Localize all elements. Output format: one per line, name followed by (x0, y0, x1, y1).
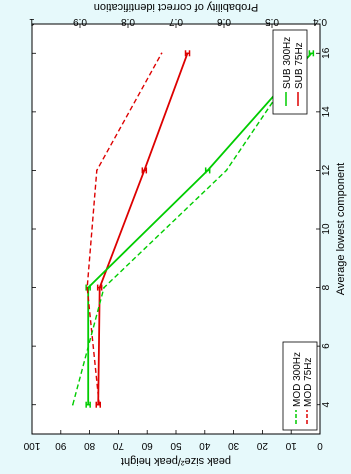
y-right-tick-label: 0.5 (265, 16, 279, 27)
y-left-tick-label: 100 (23, 440, 40, 451)
x-tick-label: 8 (321, 284, 332, 290)
series-line-mod-75hz (86, 52, 163, 405)
y-right-tick-label: 0.6 (217, 16, 231, 27)
y-right-tick-label: 0.4 (313, 16, 327, 27)
x-tick-label: 4 (321, 401, 332, 407)
legend-mod: MOD 75Hz MOD 300Hz (282, 341, 318, 431)
legend-label-sub-75: SUB 75Hz (294, 42, 305, 89)
y-right-tick-label: 0.7 (169, 16, 183, 27)
y-left-tick-label: 0 (317, 440, 323, 451)
legend-label-sub-300: SUB 300Hz (282, 37, 293, 89)
legend-label-mod-75: MOD 75Hz (303, 358, 314, 407)
x-tick-label: 14 (321, 106, 332, 118)
plot-area (31, 23, 321, 435)
y-right-tick-label: 0.8 (121, 16, 135, 27)
y-left-tick-label: 50 (170, 440, 182, 451)
data-point-mod-75hz (160, 52, 163, 55)
y-left-tick-label: 60 (141, 440, 153, 451)
x-tick-label: 10 (321, 223, 332, 235)
y-right-tick-label: 1 (29, 16, 35, 27)
y-left-tick-label: 70 (112, 440, 124, 451)
series-layer (72, 50, 315, 408)
y-left-tick-label: 10 (285, 440, 297, 451)
y-left-tick-label: 80 (84, 440, 96, 451)
series-line-mod-300hz (72, 52, 307, 405)
y-right-tick-label: 0.9 (73, 16, 87, 27)
data-point-mod-75hz (98, 403, 100, 406)
legend-mod-box (282, 341, 318, 431)
x-tick-label: 12 (321, 164, 332, 176)
legend-sub-box (272, 29, 308, 115)
data-point-mod-300hz (103, 286, 105, 289)
y-left-tick-label: 20 (256, 440, 268, 451)
data-point-mod-75hz (86, 286, 88, 289)
y-right-axis-label: Probability of correct identification (94, 1, 258, 13)
data-point-mod-300hz (72, 403, 74, 406)
y-left-tick-label: 40 (199, 440, 211, 451)
data-point-mod-300hz (225, 169, 228, 172)
x-tick-label: 6 (321, 343, 332, 349)
series-line-sub-75hz (97, 52, 189, 405)
legend-label-mod-300: MOD 300Hz (292, 352, 303, 407)
tick-layer: 4 6 8 10 12 14 16 0 10 20 30 40 50 60 70 80 90 100 0.4 0.5 0… (23, 16, 332, 451)
x-tick-label: 16 (321, 47, 332, 59)
legend-sub: SUB 75Hz SUB 300Hz (272, 29, 308, 115)
y-left-axis-label: peak size²/peak height (121, 455, 231, 467)
y-left-tick-label: 90 (55, 440, 67, 451)
x-axis-label: Average lowest component (335, 163, 347, 296)
y-left-tick-label: 30 (228, 440, 240, 451)
data-point-mod-75hz (96, 169, 98, 172)
